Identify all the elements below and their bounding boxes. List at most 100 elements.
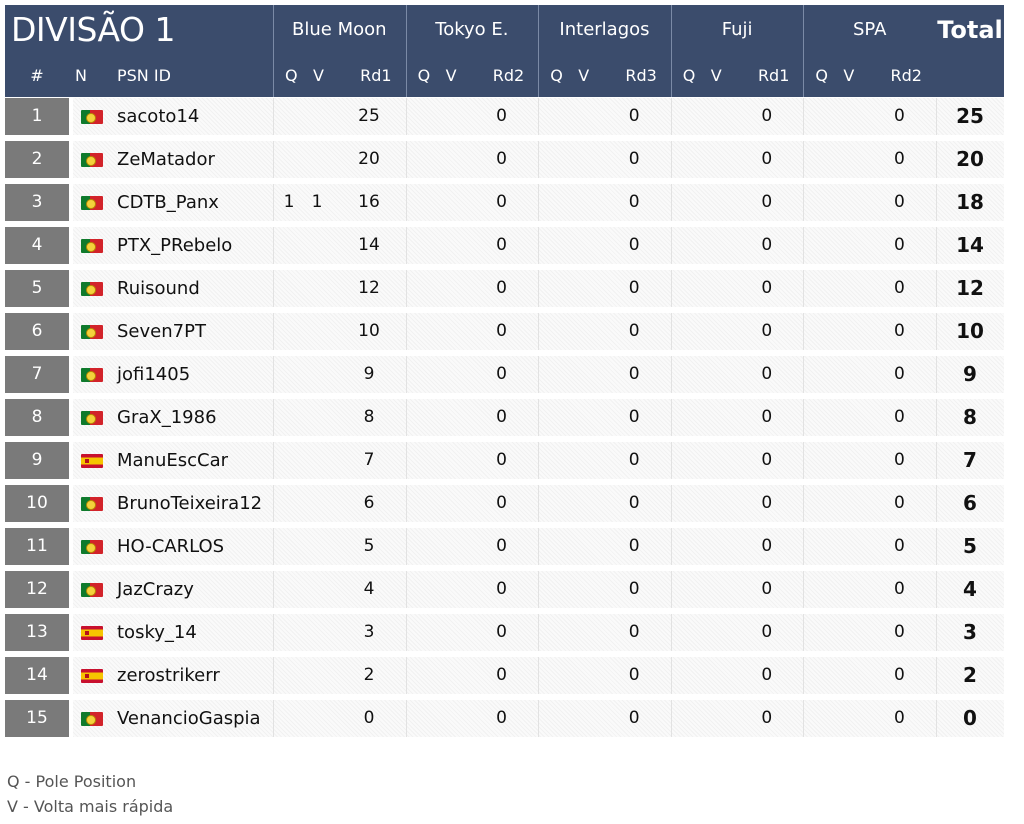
column-separator (803, 442, 805, 479)
column-separator (273, 485, 274, 522)
column-separator (803, 356, 805, 393)
psn-id: tosky_14 (117, 622, 197, 643)
column-separator (538, 356, 540, 393)
column-separator (803, 399, 805, 436)
fastest-lap-value (305, 657, 329, 694)
round-points: 0 (496, 622, 507, 642)
column-separator (803, 614, 805, 651)
column-separator (538, 700, 540, 737)
round-points: 0 (628, 493, 640, 513)
round-points: 0 (893, 235, 905, 255)
total-points: 7 (963, 448, 977, 472)
round-points: 0 (893, 665, 905, 685)
header-round: Rd2 (861, 55, 936, 97)
position-cell: 10 (5, 485, 69, 522)
position-cell: 5 (5, 270, 69, 307)
total-points: 9 (963, 362, 977, 386)
fastest-lap-value (305, 356, 329, 393)
column-separator (405, 356, 407, 393)
round-points: 0 (893, 493, 905, 513)
column-separator (670, 270, 672, 307)
round-points: 0 (893, 579, 905, 599)
header-v: V (698, 55, 729, 97)
round-points: 0 (496, 278, 507, 298)
psn-id: jofi1405 (117, 364, 191, 385)
column-separator (538, 571, 540, 608)
header-separator (803, 5, 805, 97)
portugal-flag-icon (81, 712, 103, 726)
column-separator (405, 227, 407, 264)
position-cell: 13 (5, 614, 69, 651)
header-separator (405, 5, 407, 97)
column-separator (936, 528, 937, 565)
column-separator (273, 442, 274, 479)
column-separator (670, 528, 672, 565)
table-row: 4 PTX_PRebelo 14 0 0 0 0 14 (5, 227, 1004, 264)
header-separator (273, 5, 274, 97)
fastest-lap-value (305, 442, 329, 479)
round-points: 20 (358, 149, 380, 169)
column-separator (405, 442, 407, 479)
fastest-lap-value: 1 (311, 192, 323, 212)
position-cell: 12 (5, 571, 69, 608)
column-separator (670, 485, 672, 522)
round-points: 4 (363, 579, 375, 599)
column-separator (273, 528, 274, 565)
table-row: 8 GraX_1986 8 0 0 0 0 8 (5, 399, 1004, 436)
column-separator (803, 270, 805, 307)
column-separator (670, 98, 672, 135)
header-pos: # (5, 55, 69, 97)
column-separator (670, 700, 672, 737)
header-total: Total (936, 5, 1004, 97)
psn-id: GraX_1986 (117, 407, 217, 428)
round-points: 0 (761, 278, 773, 298)
column-separator (538, 485, 540, 522)
round-points: 0 (496, 579, 507, 599)
round-points: 0 (496, 665, 507, 685)
round-points: 0 (496, 149, 507, 169)
header-round: Rd2 (463, 55, 539, 97)
round-points: 7 (363, 450, 375, 470)
round-points: 0 (628, 364, 640, 384)
column-separator (803, 657, 805, 694)
header-q: Q (803, 55, 832, 97)
column-separator (405, 700, 407, 737)
pole-value (277, 657, 301, 694)
table-row: 2 ZeMatador 20 0 0 0 0 20 (5, 141, 1004, 178)
portugal-flag-icon (81, 153, 103, 167)
position-cell: 4 (5, 227, 69, 264)
column-separator (936, 700, 937, 737)
column-separator (538, 614, 540, 651)
column-separator (405, 528, 407, 565)
round-points: 0 (496, 708, 507, 728)
round-points: 0 (496, 450, 507, 470)
round-points: 0 (761, 665, 773, 685)
column-separator (405, 614, 407, 651)
total-points: 10 (956, 319, 984, 343)
total-points: 3 (963, 620, 977, 644)
round-points: 0 (628, 192, 640, 212)
fastest-lap-value (305, 528, 329, 565)
total-points: 25 (956, 104, 984, 128)
psn-id: Seven7PT (117, 321, 206, 342)
position-cell: 15 (5, 700, 69, 737)
column-separator (273, 356, 274, 393)
column-separator (936, 270, 937, 307)
column-separator (538, 399, 540, 436)
column-separator (538, 313, 540, 350)
psn-id: ManuEscCar (117, 450, 229, 471)
header-nationality: N (69, 55, 103, 97)
column-separator (936, 184, 937, 221)
column-separator (936, 614, 937, 651)
portugal-flag-icon (81, 282, 103, 296)
round-points: 0 (761, 493, 773, 513)
column-separator (273, 184, 274, 221)
position-cell: 7 (5, 356, 69, 393)
column-separator (538, 98, 540, 135)
column-separator (803, 571, 805, 608)
column-separator (405, 141, 407, 178)
psn-id: JazCrazy (117, 579, 194, 600)
pole-value (277, 141, 301, 178)
column-separator (670, 313, 672, 350)
spain-flag-icon (81, 454, 103, 468)
